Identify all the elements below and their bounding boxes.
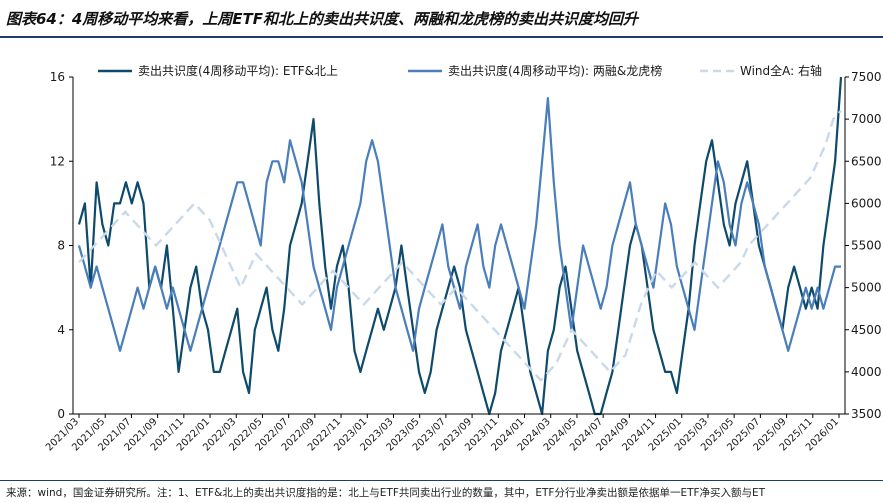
series-line-3 <box>78 109 842 382</box>
y-right-tick-label: 7500 <box>851 70 882 84</box>
chart-title: 图表64：4周移动平均来看，上周ETF和北上的卖出共识度、两融和龙虎榜的卖出共识… <box>6 10 639 28</box>
title-underline <box>0 36 883 38</box>
y-right-tick-label: 3500 <box>851 407 882 421</box>
axes-layer: 0 4 8 12 16 3500 4000 4500 5000 5500 6000 6500 7000 7… <box>44 70 882 453</box>
y-left-tick-label: 4 <box>57 323 65 337</box>
series-line-1 <box>77 76 843 416</box>
y-right-tick-label: 6000 <box>851 196 882 210</box>
y-right-tick-label: 4500 <box>851 323 882 337</box>
y-right-tick-label: 6500 <box>851 154 882 168</box>
y-right-tick-label: 5500 <box>851 239 882 253</box>
y-left-tick-label: 8 <box>57 239 65 253</box>
y-right-tick-label: 7000 <box>851 112 882 126</box>
legend: 卖出共识度(4周移动平均): ETF&北上 卖出共识度(4周移动平均): 两融&龙… <box>98 63 822 78</box>
legend-label-2: 卖出共识度(4周移动平均): 两融&龙虎榜 <box>448 63 662 78</box>
source-note: 来源：wind，国金证券研究所。注：1、ETF&北上的卖出共识度指的是：北上与E… <box>6 487 766 499</box>
y-right-tick-label: 4000 <box>851 365 882 379</box>
footer-rule <box>0 480 883 481</box>
series-layer <box>77 76 843 416</box>
legend-label-3: Wind全A: 右轴 <box>740 63 822 78</box>
y-right-tick-label: 5000 <box>851 281 882 295</box>
y-left-tick-label: 16 <box>50 70 65 84</box>
legend-label-1: 卖出共识度(4周移动平均): ETF&北上 <box>138 63 338 78</box>
series-line-2 <box>77 96 841 352</box>
y-left-tick-label: 12 <box>50 154 65 168</box>
y-left-tick-label: 0 <box>57 407 65 421</box>
line-chart: 卖出共识度(4周移动平均): ETF&北上 卖出共识度(4周移动平均): 两融&龙… <box>44 63 882 453</box>
